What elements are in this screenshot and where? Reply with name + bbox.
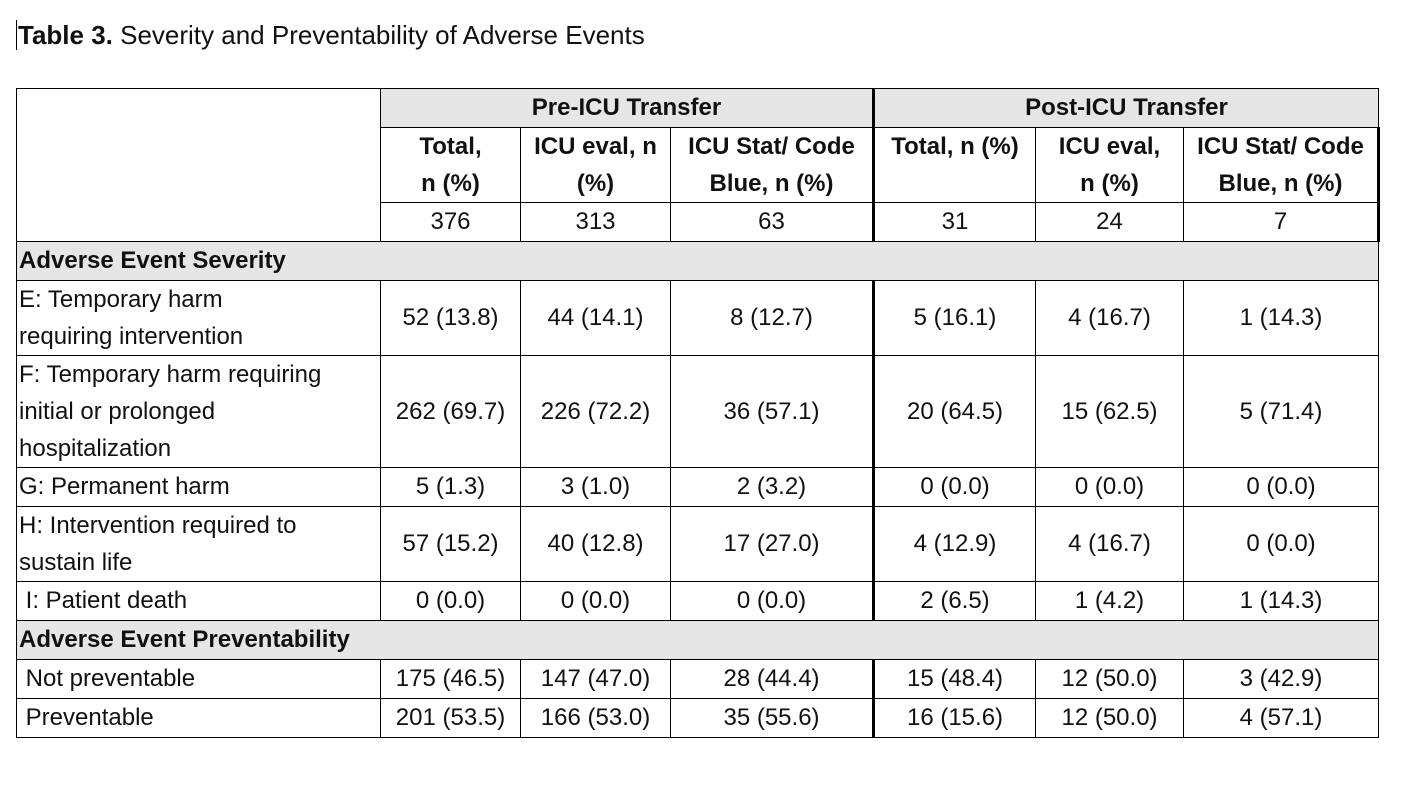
row-label: E: Temporary harm requiring intervention — [16, 280, 381, 356]
group-header-row: Pre-ICU Transfer Post-ICU Transfer — [16, 88, 1379, 128]
table-cell: 0 (0.0) — [1183, 467, 1379, 507]
table-cell: 15 (62.5) — [1035, 355, 1184, 468]
corner-cell — [16, 127, 381, 203]
col-post-eval: ICU eval, n (%) — [1035, 127, 1184, 203]
row-label: F: Temporary harm requiring initial or pr… — [16, 355, 381, 468]
count-cell: 7 — [1183, 202, 1380, 242]
count-cell: 376 — [380, 202, 521, 242]
table-cell: 36 (57.1) — [670, 355, 874, 468]
table-cell: 2 (3.2) — [670, 467, 874, 507]
table-cell: 226 (72.2) — [520, 355, 671, 468]
col-pre-eval: ICU eval, n (%) — [520, 127, 671, 203]
row-label: Not preventable — [16, 659, 381, 699]
section-row: Adverse Event Severity — [16, 241, 1379, 281]
row-label: I: Patient death — [16, 581, 381, 621]
table-cell: 15 (48.4) — [872, 659, 1036, 699]
table-caption: Table 3. Severity and Preventability of … — [18, 18, 645, 52]
col-pre-total: Total, n (%) — [380, 127, 521, 203]
table-cell: 5 (1.3) — [380, 467, 521, 507]
table-cell: 147 (47.0) — [520, 659, 671, 699]
table-cell: 17 (27.0) — [670, 506, 874, 582]
table-cell: 12 (50.0) — [1035, 698, 1184, 738]
count-cell: 313 — [520, 202, 671, 242]
caption-label: Table 3. — [18, 20, 113, 50]
table-cell: 166 (53.0) — [520, 698, 671, 738]
table-cell: 2 (6.5) — [872, 581, 1036, 621]
row-label: Preventable — [16, 698, 381, 738]
table-cell: 1 (14.3) — [1183, 581, 1379, 621]
table-cell: 44 (14.1) — [520, 280, 671, 356]
table-cell: 0 (0.0) — [872, 467, 1036, 507]
col-pre-stat: ICU Stat/ Code Blue, n (%) — [670, 127, 874, 203]
table-cell: 0 (0.0) — [380, 581, 521, 621]
table-cell: 52 (13.8) — [380, 280, 521, 356]
col-post-stat: ICU Stat/ Code Blue, n (%) — [1183, 127, 1380, 203]
table-cell: 4 (57.1) — [1183, 698, 1379, 738]
table-cell: 40 (12.8) — [520, 506, 671, 582]
caption-title: Severity and Preventability of Adverse E… — [112, 20, 645, 50]
table-cell: 35 (55.6) — [670, 698, 874, 738]
table-cell: 201 (53.5) — [380, 698, 521, 738]
table-row: H: Intervention required to sustain life … — [16, 506, 1379, 582]
section-row: Adverse Event Preventability — [16, 620, 1379, 660]
table-row: Preventable 201 (53.5) 166 (53.0) 35 (55… — [16, 698, 1379, 738]
table-cell: 3 (1.0) — [520, 467, 671, 507]
table-cell: 57 (15.2) — [380, 506, 521, 582]
count-cell: 63 — [670, 202, 874, 242]
corner-cell — [16, 88, 381, 128]
table-cell: 0 (0.0) — [1035, 467, 1184, 507]
table-cell: 8 (12.7) — [670, 280, 874, 356]
table-row: F: Temporary harm requiring initial or pr… — [16, 355, 1379, 468]
table-cell: 28 (44.4) — [670, 659, 874, 699]
table-cell: 1 (14.3) — [1183, 280, 1379, 356]
count-cell: 31 — [872, 202, 1036, 242]
table-row: G: Permanent harm 5 (1.3) 3 (1.0) 2 (3.2… — [16, 467, 1379, 507]
table-cell: 16 (15.6) — [872, 698, 1036, 738]
row-label: H: Intervention required to sustain life — [16, 506, 381, 582]
adverse-events-table: Pre-ICU Transfer Post-ICU Transfer Total… — [16, 88, 1380, 738]
group-pre-icu: Pre-ICU Transfer — [380, 88, 874, 128]
table-cell: 0 (0.0) — [520, 581, 671, 621]
table-cell: 20 (64.5) — [872, 355, 1036, 468]
table-row: I: Patient death 0 (0.0) 0 (0.0) 0 (0.0)… — [16, 581, 1379, 621]
row-label: G: Permanent harm — [16, 467, 381, 507]
corner-cell — [16, 202, 381, 242]
table-cell: 0 (0.0) — [1183, 506, 1379, 582]
count-row: 376 313 63 31 24 7 — [16, 202, 1380, 242]
table-cell: 5 (16.1) — [872, 280, 1036, 356]
table-cell: 1 (4.2) — [1035, 581, 1184, 621]
table-cell: 4 (12.9) — [872, 506, 1036, 582]
column-header-row: Total, n (%) ICU eval, n (%) ICU Stat/ Cod… — [16, 127, 1380, 203]
table-cell: 4 (16.7) — [1035, 506, 1184, 582]
table-cell: 12 (50.0) — [1035, 659, 1184, 699]
section-heading: Adverse Event Preventability — [16, 620, 1379, 660]
table-row: E: Temporary harm requiring intervention … — [16, 280, 1379, 356]
table-cell: 262 (69.7) — [380, 355, 521, 468]
table-cell: 175 (46.5) — [380, 659, 521, 699]
col-post-total: Total, n (%) — [872, 127, 1036, 203]
section-heading: Adverse Event Severity — [16, 241, 1379, 281]
group-post-icu: Post-ICU Transfer — [872, 88, 1379, 128]
count-cell: 24 — [1035, 202, 1184, 242]
table-cell: 3 (42.9) — [1183, 659, 1379, 699]
table-cell: 0 (0.0) — [670, 581, 874, 621]
table-cell: 4 (16.7) — [1035, 280, 1184, 356]
table-row: Not preventable 175 (46.5) 147 (47.0) 28… — [16, 659, 1379, 699]
text-cursor — [16, 20, 17, 50]
table-cell: 5 (71.4) — [1183, 355, 1379, 468]
